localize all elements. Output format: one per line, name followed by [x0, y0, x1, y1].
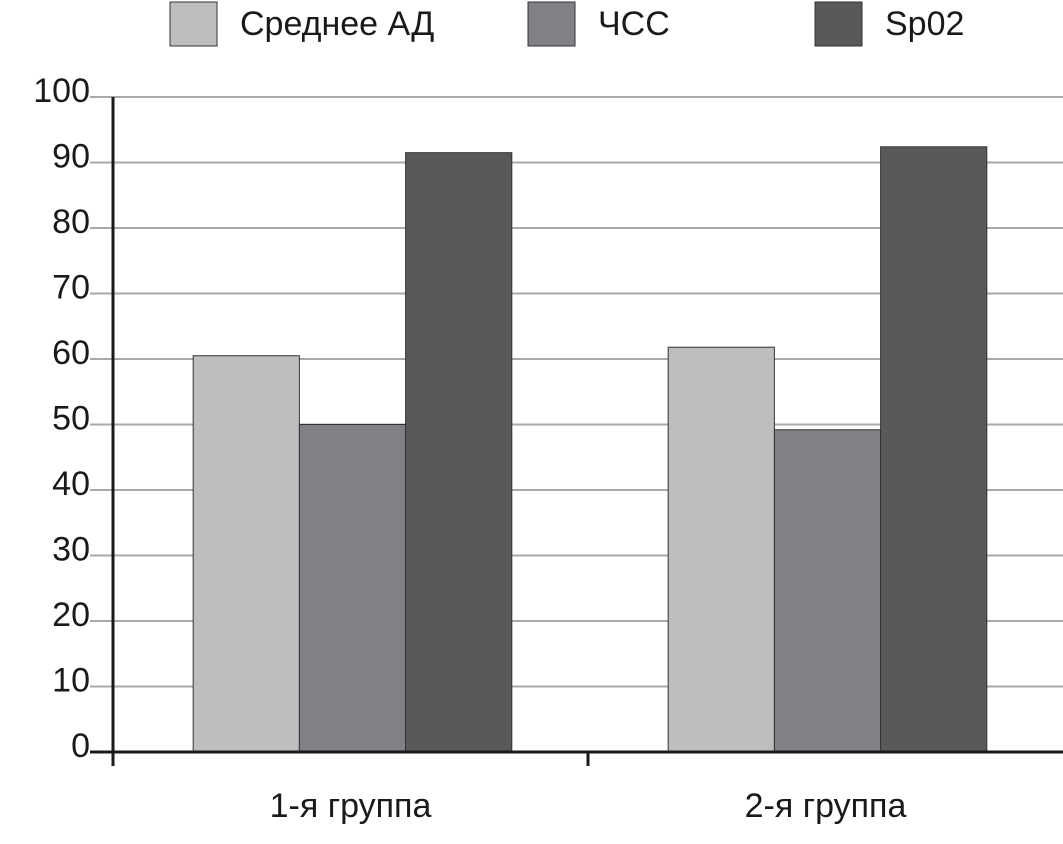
legend-label: Sp02 — [885, 5, 964, 43]
legend-swatch — [169, 1, 218, 47]
y-tick-label: 20 — [52, 596, 90, 634]
y-tick-label: 50 — [52, 399, 90, 437]
bar — [192, 355, 300, 753]
bar — [667, 346, 775, 753]
y-tick-label: 10 — [52, 661, 90, 699]
y-tick-label: 40 — [52, 465, 90, 503]
bar — [880, 146, 988, 753]
x-tick-label: 1-я группа — [270, 787, 432, 825]
bar — [773, 429, 882, 753]
y-tick-label: 30 — [52, 530, 90, 568]
legend-swatch — [527, 1, 576, 47]
legend-label: Среднее АД — [240, 5, 434, 43]
y-tick-label: 0 — [71, 727, 90, 765]
y-tick-label: 60 — [52, 334, 90, 372]
legend-swatch — [814, 1, 863, 47]
legend-label: ЧСС — [598, 5, 670, 43]
bar — [405, 152, 513, 753]
x-tick-label: 2-я группа — [745, 787, 907, 825]
y-tick-label: 80 — [52, 203, 90, 241]
y-tick-label: 90 — [52, 137, 90, 175]
y-tick-label: 70 — [52, 268, 90, 306]
y-tick-label: 100 — [33, 72, 90, 110]
bar — [298, 424, 407, 753]
